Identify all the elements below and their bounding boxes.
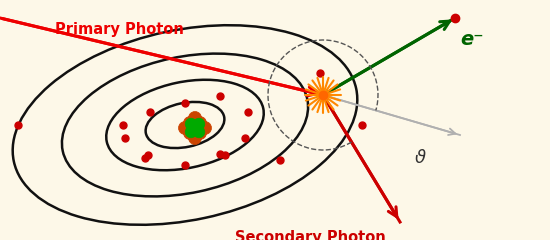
Circle shape bbox=[184, 116, 196, 130]
Circle shape bbox=[194, 116, 206, 130]
Circle shape bbox=[189, 132, 201, 144]
Circle shape bbox=[194, 126, 206, 139]
Circle shape bbox=[179, 121, 191, 134]
Circle shape bbox=[184, 126, 196, 139]
Text: ϑ: ϑ bbox=[415, 149, 426, 167]
Circle shape bbox=[185, 118, 197, 130]
Circle shape bbox=[189, 122, 201, 134]
Text: Secondary Photon: Secondary Photon bbox=[235, 230, 386, 240]
Text: Primary Photon: Primary Photon bbox=[55, 22, 184, 37]
Circle shape bbox=[189, 112, 201, 125]
Text: e⁻: e⁻ bbox=[460, 30, 483, 49]
Circle shape bbox=[193, 118, 205, 130]
Circle shape bbox=[185, 126, 197, 138]
Circle shape bbox=[193, 126, 205, 138]
Circle shape bbox=[199, 121, 212, 134]
